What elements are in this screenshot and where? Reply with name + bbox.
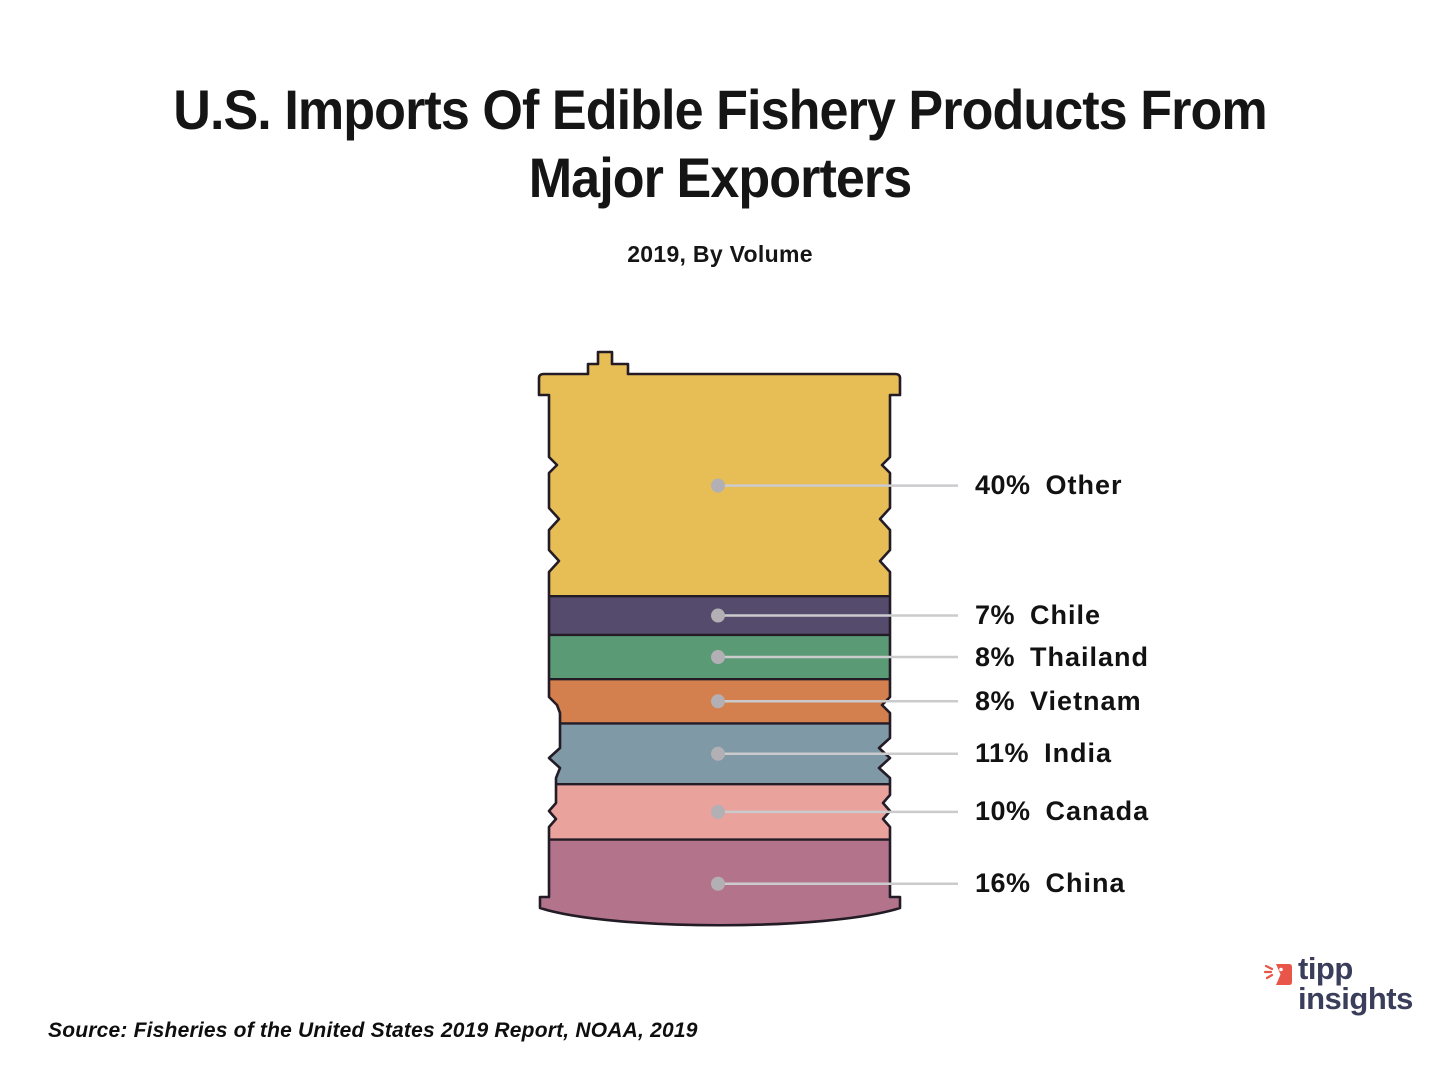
callout-label-thailand: 8% Thailand	[975, 638, 1149, 676]
source-note: Source: Fisheries of the United States 2…	[48, 1019, 698, 1042]
segment-name: Thailand	[1030, 641, 1150, 672]
segment-percent: 8%	[975, 641, 1016, 672]
logo-line1: tipp	[1298, 951, 1353, 986]
page-title: U.S. Imports Of Edible Fishery Products …	[50, 76, 1389, 213]
segment-percent: 8%	[975, 685, 1016, 716]
callout-lines	[711, 478, 958, 891]
segment-china	[539, 839, 900, 926]
segment-name: Chile	[1030, 600, 1102, 631]
barrel-outline	[537, 350, 902, 927]
segment-percent: 7%	[975, 600, 1016, 631]
segment-percent: 10%	[975, 796, 1031, 827]
page-title-line1: U.S. Imports Of Edible Fishery Products …	[173, 78, 1267, 141]
segment-name: China	[1045, 868, 1126, 899]
segment-percent: 40%	[975, 470, 1031, 501]
barrel-segments	[539, 352, 900, 926]
callout-label-chile: 7% Chile	[975, 597, 1101, 635]
page-title-line2: Major Exporters	[528, 146, 912, 210]
logo-text: tipp insights	[1298, 951, 1413, 1017]
segment-name: Other	[1045, 470, 1123, 501]
tippinsights-logo: tipp insights	[1263, 951, 1413, 1017]
segment-name: Vietnam	[1030, 685, 1142, 716]
segment-name: Canada	[1045, 796, 1150, 827]
callout-label-canada: 10% Canada	[975, 793, 1149, 831]
callout-label-other: 40% Other	[975, 467, 1123, 505]
segment-percent: 11%	[975, 738, 1030, 769]
segment-percent: 16%	[975, 868, 1031, 899]
tippinsights-flag-icon	[1263, 964, 1292, 985]
segment-separators	[539, 594, 900, 841]
callout-label-india: 11% India	[975, 735, 1112, 773]
callout-label-china: 16% China	[975, 865, 1126, 903]
callout-label-vietnam: 8% Vietnam	[975, 682, 1142, 720]
segment-other	[539, 352, 900, 597]
segment-name: India	[1044, 738, 1113, 769]
page-subtitle: 2019, By Volume	[627, 241, 813, 267]
barrel-chart	[537, 350, 958, 927]
logo-line2: insights	[1298, 981, 1413, 1017]
